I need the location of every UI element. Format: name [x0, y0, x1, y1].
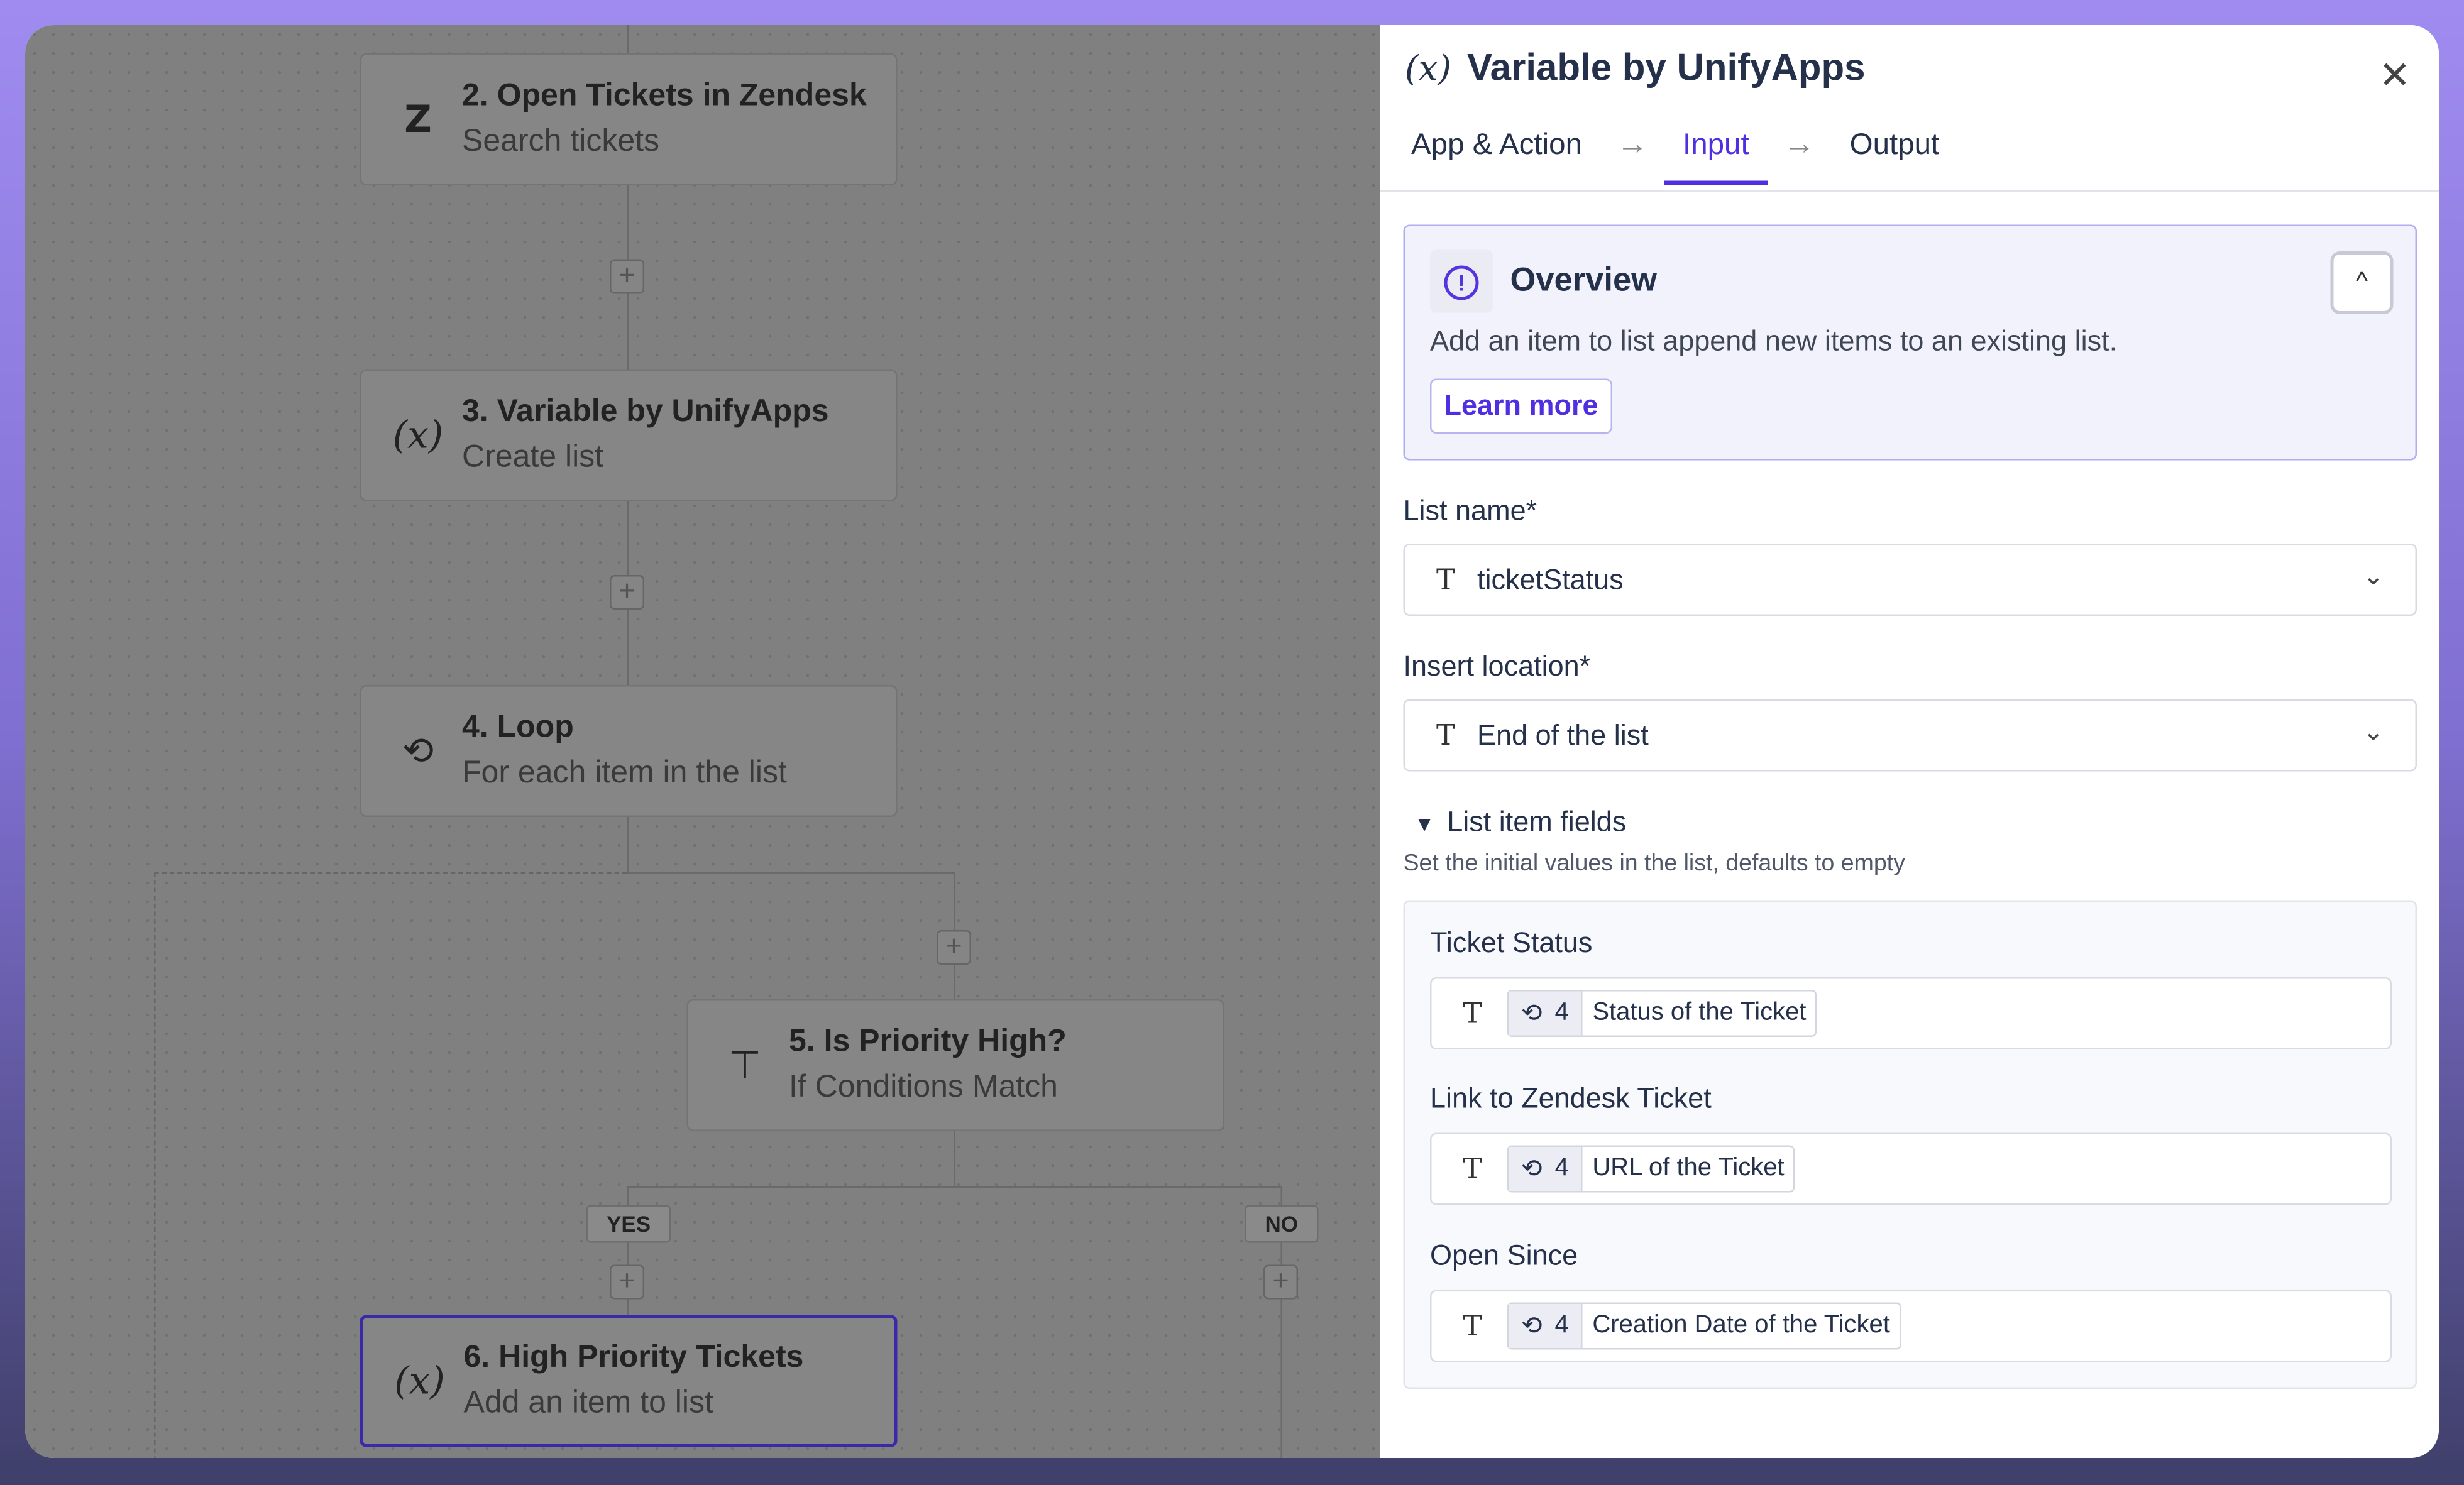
workflow-node-3[interactable]: (x) 3. Variable by UnifyApps Create list: [360, 369, 898, 501]
text-type-icon: T: [1436, 718, 1456, 752]
pill-value: URL of the Ticket: [1592, 1154, 1785, 1182]
step-number: 4: [1554, 1154, 1569, 1182]
text-type-icon: T: [1463, 1309, 1482, 1343]
add-step-button[interactable]: +: [1263, 1264, 1298, 1300]
tab-input[interactable]: Input: [1663, 126, 1769, 185]
arrow-right-icon: →: [1616, 126, 1648, 162]
node-subtitle: Add an item to list: [463, 1386, 713, 1420]
workflow-node-5[interactable]: ⊤ 5. Is Priority High? If Conditions Matc…: [686, 999, 1224, 1131]
panel-title: Variable by UnifyApps: [1466, 47, 1866, 90]
insert-location-select[interactable]: T End of the list ⌄: [1403, 699, 2417, 772]
list-name-select[interactable]: T ticketStatus ⌄: [1403, 544, 2417, 616]
caret-down-icon: ▼: [1414, 812, 1435, 836]
node-subtitle: Search tickets: [462, 124, 660, 159]
section-subtitle: Set the initial values in the list, defa…: [1403, 850, 1905, 877]
data-pill[interactable]: ⟲ 4 Creation Date of the Ticket: [1507, 1302, 1901, 1350]
node-title: 2. Open Tickets in Zendesk: [462, 79, 867, 113]
list-name-value: ticketStatus: [1477, 563, 1624, 595]
chevron-down-icon: ⌄: [2362, 720, 2384, 747]
tab-output[interactable]: Output: [1849, 129, 1940, 162]
variable-icon: (x): [394, 1359, 445, 1403]
loop-icon: ⟲: [402, 729, 434, 773]
variable-icon: (x): [1405, 49, 1451, 89]
connector: [954, 1131, 955, 1186]
data-pill[interactable]: ⟲ 4 URL of the Ticket: [1507, 1145, 1796, 1193]
loop-icon: ⟲: [1521, 1156, 1543, 1183]
learn-more-button[interactable]: Learn more: [1430, 378, 1613, 434]
step-config-panel: (x) Variable by UnifyApps ✕ App & Action…: [1380, 25, 2439, 1458]
branch-yes-label: YES: [586, 1205, 671, 1243]
connector: [1280, 1186, 1282, 1458]
add-step-button[interactable]: +: [610, 575, 644, 610]
node-title: 5. Is Priority High?: [789, 1024, 1067, 1059]
data-pill[interactable]: ⟲ 4 Status of the Ticket: [1507, 990, 1818, 1037]
list-item-fields-toggle[interactable]: ▼ List item fields: [1414, 806, 1626, 840]
node-subtitle: If Conditions Match: [789, 1070, 1059, 1105]
divider: [1380, 190, 2439, 192]
node-subtitle: For each item in the list: [462, 755, 787, 791]
step-number: 4: [1554, 999, 1569, 1026]
overview-card: ! Overview ^ Add an item to list append …: [1403, 224, 2417, 461]
zendesk-link-input[interactable]: T ⟲ 4 URL of the Ticket: [1430, 1132, 2392, 1205]
insert-location-label: Insert location*: [1403, 650, 1591, 682]
ticket-status-input[interactable]: T ⟲ 4 Status of the Ticket: [1430, 977, 2392, 1049]
branch-no-label: NO: [1245, 1205, 1319, 1243]
node-title: 3. Variable by UnifyApps: [462, 394, 829, 429]
add-step-button[interactable]: +: [937, 930, 971, 965]
text-type-icon: T: [1463, 997, 1482, 1030]
collapse-button[interactable]: ^: [2330, 251, 2394, 314]
section-title: List item fields: [1447, 806, 1627, 838]
condition-icon: ⊤: [728, 1043, 762, 1087]
field-label: Open Since: [1430, 1239, 1578, 1271]
variable-icon: (x): [392, 413, 444, 458]
workflow-editor: + + + + + YES NO Z 2. Open Tickets in Ze…: [25, 25, 2439, 1458]
step-number: 4: [1554, 1312, 1569, 1339]
connector: [627, 25, 629, 53]
panel-header: (x) Variable by UnifyApps: [1405, 47, 1865, 91]
connector: [627, 872, 954, 874]
node-title: 4. Loop: [462, 710, 574, 745]
connector: [627, 817, 629, 872]
connector: [627, 1186, 629, 1315]
text-type-icon: T: [1463, 1152, 1482, 1186]
open-since-input[interactable]: T ⟲ 4 Creation Date of the Ticket: [1430, 1290, 2392, 1362]
pill-value: Creation Date of the Ticket: [1592, 1312, 1890, 1339]
node-subtitle: Create list: [462, 440, 604, 474]
pill-value: Status of the Ticket: [1592, 999, 1807, 1026]
field-label: Ticket Status: [1430, 927, 1593, 958]
close-icon[interactable]: ✕: [2379, 55, 2411, 98]
list-name-label: List name*: [1403, 495, 1537, 527]
add-step-button[interactable]: +: [610, 1264, 644, 1300]
loop-icon: ⟲: [1521, 1000, 1543, 1028]
workflow-node-2[interactable]: Z 2. Open Tickets in Zendesk Search ticke…: [360, 53, 898, 185]
arrow-right-icon: →: [1783, 126, 1815, 162]
loop-icon: ⟲: [1521, 1313, 1543, 1340]
workflow-node-6[interactable]: (x) 6. High Priority Tickets Add an item …: [360, 1315, 898, 1447]
node-title: 6. High Priority Tickets: [463, 1340, 804, 1375]
text-type-icon: T: [1436, 563, 1456, 596]
tab-app-action[interactable]: App & Action: [1411, 129, 1582, 162]
workflow-canvas[interactable]: + + + + + YES NO Z 2. Open Tickets in Ze…: [25, 25, 1380, 1458]
field-label: Link to Zendesk Ticket: [1430, 1082, 1712, 1114]
zendesk-icon: Z: [404, 97, 432, 141]
connector: [627, 1186, 1282, 1188]
loop-boundary: [154, 872, 627, 1458]
insert-location-value: End of the list: [1477, 718, 1649, 750]
workflow-node-4[interactable]: ⟲ 4. Loop For each item in the list: [360, 685, 898, 817]
overview-title: Overview: [1510, 262, 1658, 299]
list-item-fields: Ticket Status T ⟲ 4 Status of the Ticket L…: [1403, 900, 2417, 1389]
overview-description: Add an item to list append new items to …: [1430, 325, 2118, 357]
add-step-button[interactable]: +: [610, 259, 644, 294]
step-tabs: App & Action → Input → Output: [1411, 126, 1939, 185]
chevron-down-icon: ⌄: [2362, 564, 2384, 591]
info-icon: !: [1430, 249, 1493, 313]
